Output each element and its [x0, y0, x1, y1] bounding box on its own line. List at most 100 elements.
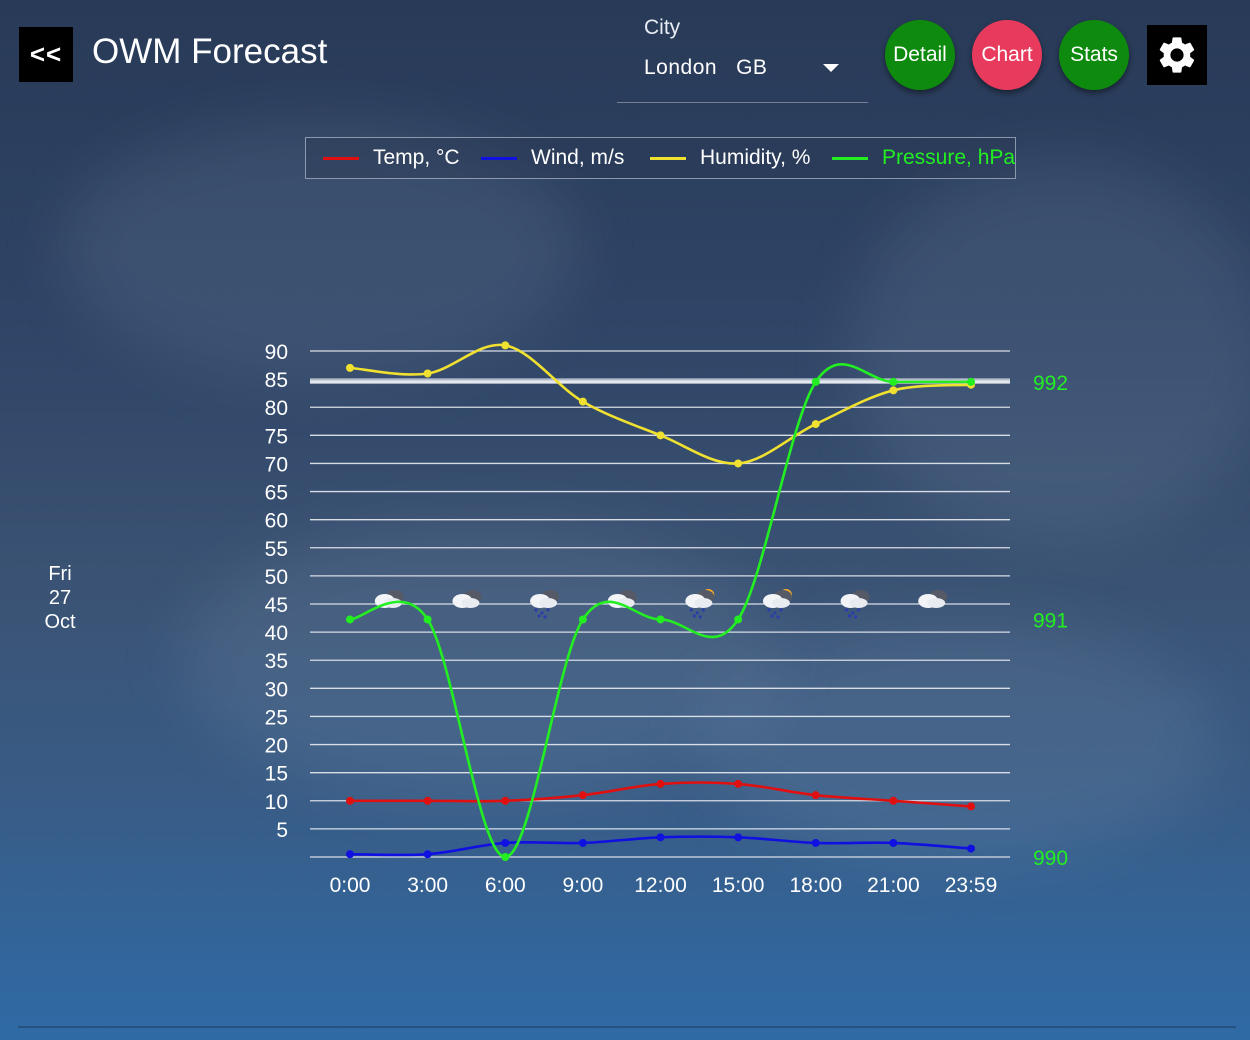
legend-label: Humidity, %	[700, 146, 811, 169]
series-line-2	[349, 343, 972, 465]
weather-cloud-icon	[918, 590, 948, 608]
data-point	[578, 791, 587, 800]
data-point	[501, 853, 510, 861]
data-point	[889, 377, 898, 386]
weather-sun-rain-icon	[685, 589, 715, 619]
y-tick-label: 20	[265, 735, 288, 758]
data-point	[578, 397, 587, 406]
y-tick-label: 25	[265, 706, 288, 729]
settings-button[interactable]	[1147, 25, 1207, 85]
data-point	[501, 341, 510, 350]
y2-tick-label: 991	[1033, 609, 1068, 632]
y2-tick-label: 990	[1033, 847, 1068, 870]
data-point	[967, 844, 975, 853]
chevron-down-icon	[823, 64, 839, 72]
data-point	[811, 420, 820, 429]
y-tick-label: 85	[265, 369, 288, 392]
weather-cloud-icon	[452, 590, 482, 608]
weather-rain-icon	[530, 590, 560, 619]
y-tick-label: 40	[265, 622, 288, 645]
data-point	[656, 833, 665, 842]
x-tick-label: 3:00	[407, 874, 448, 897]
data-point	[967, 377, 975, 386]
y-tick-label: 90	[265, 341, 288, 364]
data-point	[734, 459, 743, 468]
legend-swatch	[650, 156, 686, 160]
legend-swatch	[832, 156, 868, 160]
legend-item-pressure[interactable]: Pressure, hPa	[832, 146, 1015, 170]
x-tick-label: 6:00	[485, 874, 526, 897]
back-button[interactable]: <<	[19, 27, 73, 82]
y-tick-label: 55	[265, 538, 288, 561]
date-day: Fri	[48, 563, 72, 585]
data-point	[656, 779, 665, 788]
chart-button[interactable]: Chart	[972, 20, 1042, 90]
data-point	[734, 779, 743, 788]
y-tick-label: 5	[276, 819, 288, 842]
y-tick-label: 30	[265, 678, 288, 701]
date-month: Oct	[44, 611, 76, 633]
data-point	[423, 850, 432, 859]
detail-button[interactable]: Detail	[885, 20, 955, 90]
data-point	[734, 615, 743, 624]
legend-label: Temp, °C	[373, 146, 460, 169]
series-line-3	[349, 363, 971, 859]
legend-label: Pressure, hPa	[882, 146, 1016, 169]
y-tick-label: 10	[265, 791, 288, 814]
x-tick-label: 9:00	[562, 874, 603, 897]
x-tick-label: 18:00	[789, 874, 842, 897]
data-point	[346, 363, 354, 372]
stats-button[interactable]: Stats	[1059, 20, 1129, 90]
page-title: OWM Forecast	[92, 32, 328, 71]
data-point	[811, 791, 820, 800]
y-tick-label: 60	[265, 510, 288, 533]
data-point	[889, 838, 898, 847]
weather-cloud-icon	[374, 590, 404, 608]
data-point	[811, 838, 820, 847]
data-point	[346, 615, 354, 624]
data-point	[501, 838, 510, 847]
y-tick-label: 50	[265, 566, 288, 589]
app-frame	[18, 6, 1236, 1028]
y-tick-label: 75	[265, 425, 288, 448]
weather-sun-rain-icon	[762, 589, 792, 619]
data-point	[967, 802, 975, 811]
x-tick-label: 15:00	[712, 874, 765, 897]
data-point	[811, 377, 820, 386]
date-label: Fri 27 Oct	[30, 562, 90, 634]
data-point	[656, 431, 665, 440]
city-label: City	[644, 16, 681, 39]
gear-icon	[1159, 37, 1195, 73]
data-point	[578, 615, 587, 624]
y-tick-label: 65	[265, 482, 288, 505]
data-point	[734, 833, 743, 842]
legend-swatch	[323, 156, 359, 160]
data-point	[656, 615, 665, 624]
y-tick-label: 45	[265, 594, 288, 617]
data-point	[501, 796, 510, 805]
y2-tick-label: 992	[1033, 372, 1068, 395]
city-select[interactable]: London GB	[617, 48, 868, 103]
data-point	[423, 369, 432, 378]
y-tick-label: 15	[265, 763, 288, 786]
date-number: 27	[48, 587, 72, 609]
legend-item-humidity[interactable]: Humidity, %	[650, 146, 810, 170]
legend-label: Wind, m/s	[531, 146, 625, 169]
data-point	[423, 796, 432, 805]
y-tick-label: 35	[265, 650, 288, 673]
legend-item-wind[interactable]: Wind, m/s	[481, 146, 624, 170]
chart-legend: Temp, °C Wind, m/s Humidity, % Pressure,…	[305, 137, 1016, 179]
x-tick-label: 12:00	[634, 874, 687, 897]
data-point	[346, 796, 354, 805]
data-point	[889, 386, 898, 395]
x-tick-label: 23:59	[945, 874, 998, 897]
legend-swatch	[481, 156, 517, 160]
y-tick-label: 80	[265, 397, 288, 420]
weather-rain-icon	[840, 590, 870, 619]
legend-item-temp[interactable]: Temp, °C	[323, 146, 460, 170]
x-tick-label: 0:00	[330, 874, 371, 897]
data-point	[423, 615, 432, 624]
data-point	[346, 850, 354, 859]
x-tick-label: 21:00	[867, 874, 920, 897]
